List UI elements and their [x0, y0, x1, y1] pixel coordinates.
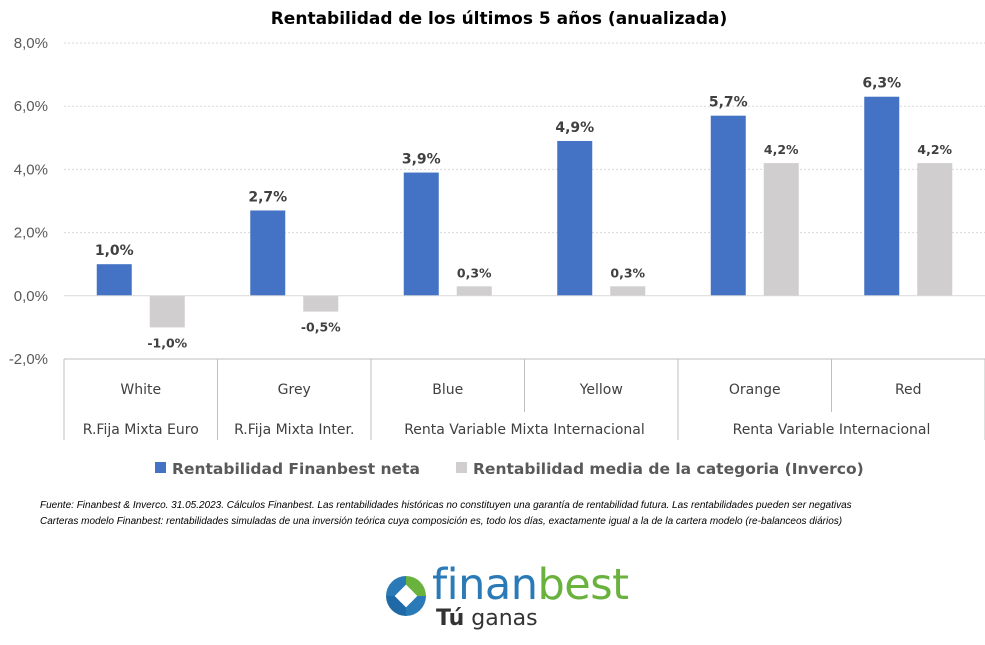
data-label: 5,7%	[709, 95, 748, 111]
x-category-label: Red	[895, 382, 922, 398]
bar-category-yellow	[610, 286, 646, 296]
tagline: Tú ganas	[436, 606, 538, 631]
data-label: 1,0%	[95, 243, 134, 259]
bar-category-red	[917, 163, 953, 296]
bar-finanbest-orange	[710, 115, 746, 296]
legend-swatch-finanbest	[155, 462, 166, 473]
data-label: 4,9%	[555, 120, 594, 136]
group-label: R.Fija Mixta Inter.	[234, 422, 354, 438]
y-tick-label: 0,0%	[14, 288, 48, 305]
data-label: 0,3%	[610, 265, 645, 280]
data-label: 4,2%	[764, 142, 799, 157]
x-category-label: Yellow	[579, 382, 623, 398]
group-label: Renta Variable Internacional	[733, 422, 931, 438]
logo-icon	[386, 576, 426, 616]
data-label: 4,2%	[917, 142, 952, 157]
brand-wordmark: finanbest	[432, 560, 629, 610]
data-label: 3,9%	[402, 152, 441, 168]
legend-swatch-category	[456, 462, 467, 473]
y-tick-label: -2,0%	[9, 351, 48, 368]
data-label: -1,0%	[147, 335, 187, 350]
group-label: Renta Variable Mixta Internacional	[404, 422, 645, 438]
bar-finanbest-grey	[250, 210, 286, 296]
y-tick-label: 4,0%	[14, 161, 48, 178]
data-label: 0,3%	[457, 265, 492, 280]
bar-finanbest-blue	[403, 172, 439, 296]
y-tick-label: 8,0%	[14, 35, 48, 52]
legend-label-finanbest: Rentabilidad Finanbest neta	[172, 460, 420, 478]
bar-category-white	[149, 295, 185, 328]
bar-finanbest-red	[864, 96, 900, 296]
legend-label-category: Rentabilidad media de la categoria (Inve…	[473, 460, 864, 478]
x-category-label: Orange	[729, 382, 781, 398]
footnote-models: Carteras modelo Finanbest: rentabilidade…	[40, 516, 843, 527]
x-category-label: Blue	[432, 382, 463, 398]
bar-finanbest-white	[96, 264, 132, 296]
bar-category-grey	[303, 295, 339, 312]
x-category-label: White	[120, 382, 161, 398]
data-label: -0,5%	[301, 320, 341, 335]
group-label: R.Fija Mixta Euro	[83, 422, 199, 438]
chart-title: Rentabilidad de los últimos 5 años (anua…	[271, 9, 728, 29]
bar-category-blue	[456, 286, 492, 296]
chart: Rentabilidad de los últimos 5 años (anua…	[9, 9, 985, 478]
y-tick-label: 6,0%	[14, 98, 48, 115]
finanbest-logo: finanbest Tú ganas	[384, 564, 644, 638]
legend: Rentabilidad Finanbest neta Rentabilidad …	[155, 460, 864, 478]
footnote-source: Fuente: Finanbest & Inverco. 31.05.2023.…	[40, 500, 852, 511]
y-tick-label: 2,0%	[14, 225, 48, 242]
data-label: 6,3%	[862, 76, 901, 92]
data-label: 2,7%	[248, 189, 287, 205]
x-category-label: Grey	[278, 382, 311, 398]
bar-finanbest-yellow	[557, 140, 593, 296]
bar-category-orange	[763, 163, 799, 296]
